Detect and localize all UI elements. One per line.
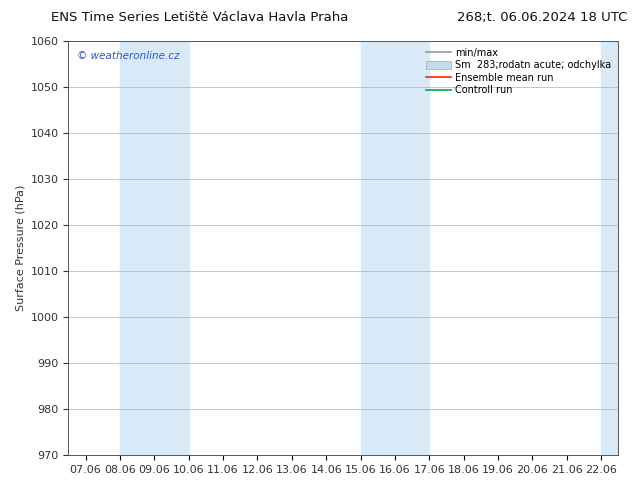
Text: ENS Time Series Letiště Václava Havla Praha: ENS Time Series Letiště Václava Havla Pr… [51,11,348,24]
Text: 268;t. 06.06.2024 18 UTC: 268;t. 06.06.2024 18 UTC [457,11,628,24]
Bar [120,41,189,455]
Text: © weatheronline.cz: © weatheronline.cz [77,51,179,61]
Legend: min/max, Sm  283;rodatn acute; odchylka, Ensemble mean run, Controll run: min/max, Sm 283;rodatn acute; odchylka, … [424,46,614,97]
Bar [601,41,618,455]
Y-axis label: Surface Pressure (hPa): Surface Pressure (hPa) [15,185,25,311]
Bar [361,41,429,455]
